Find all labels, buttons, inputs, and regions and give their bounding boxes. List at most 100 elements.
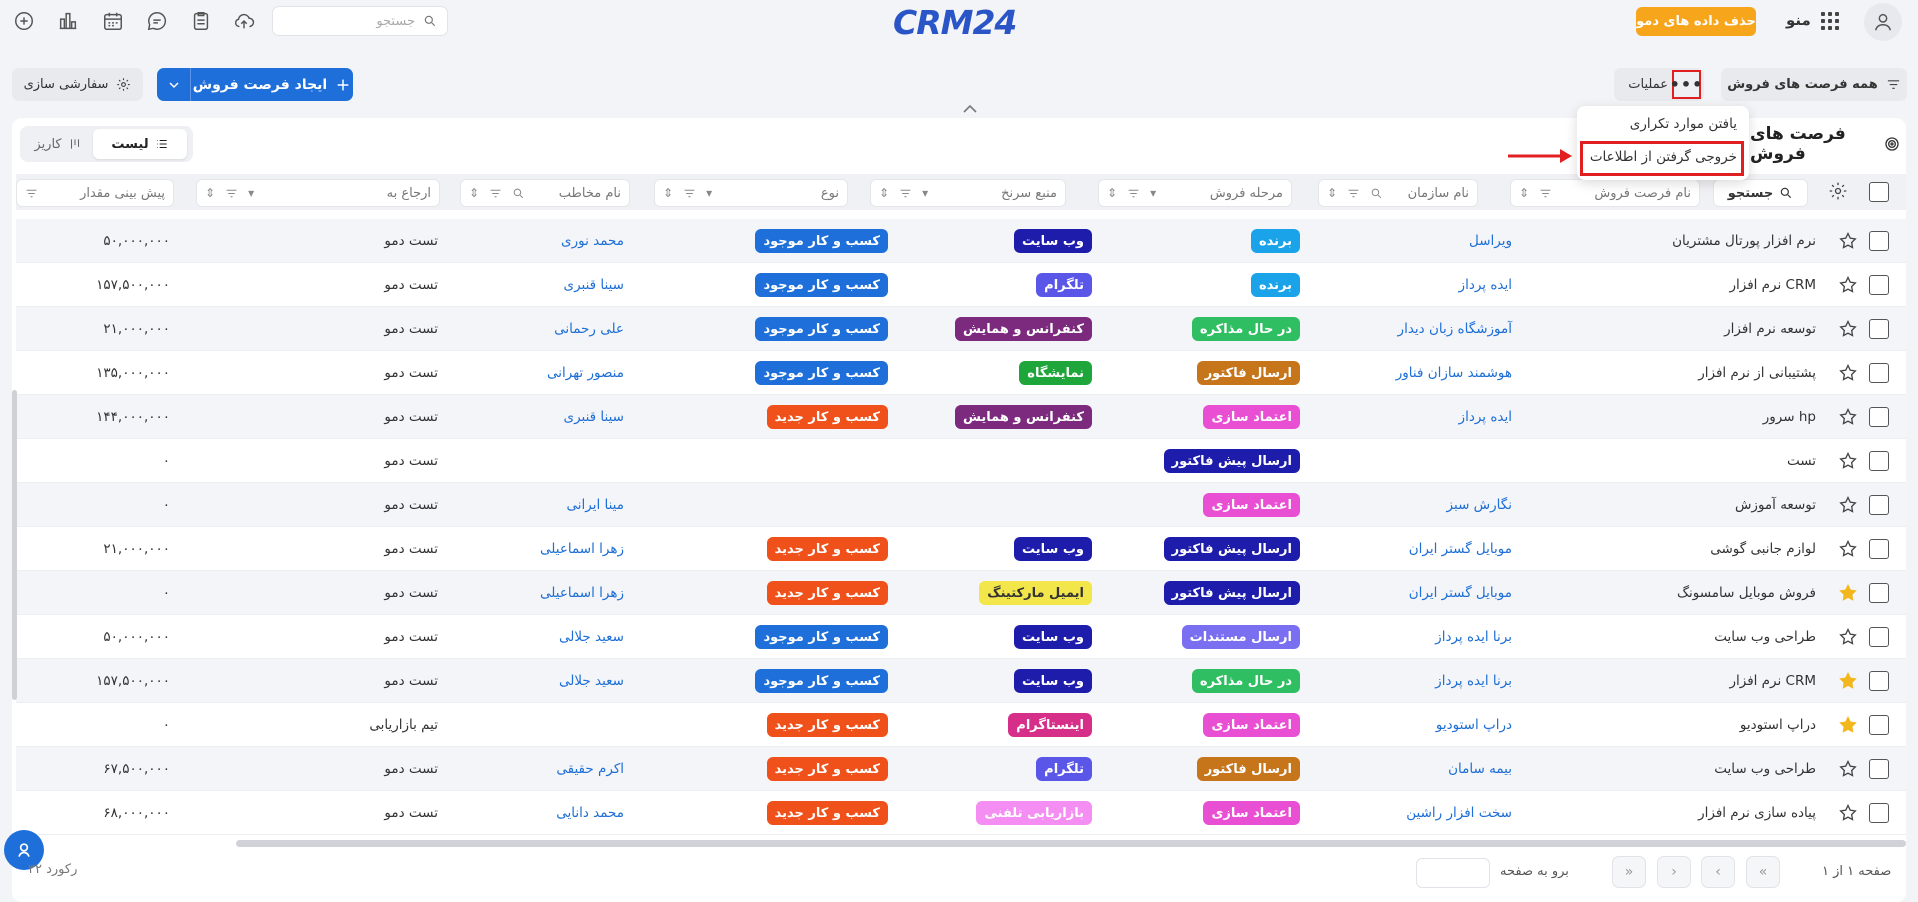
reports-icon[interactable]	[55, 8, 81, 34]
favorite-star-icon[interactable]	[1838, 275, 1858, 295]
favorite-star-icon[interactable]	[1838, 759, 1858, 779]
row-checkbox[interactable]	[1869, 671, 1889, 691]
favorite-star-icon[interactable]	[1838, 803, 1858, 823]
global-search-input[interactable]: جستجو	[272, 6, 448, 36]
favorite-star-icon[interactable]	[1838, 627, 1858, 647]
favorite-star-icon[interactable]	[1838, 671, 1858, 691]
support-chat-button[interactable]	[4, 830, 44, 870]
chat-icon[interactable]	[144, 8, 170, 34]
table-row[interactable]: طراحی وب سایت برنا ایده پرداز ارسال مستندا…	[16, 615, 1906, 659]
tab-kanban[interactable]: کاریز	[23, 129, 93, 159]
cell-contact[interactable]: سعید جلالی	[558, 629, 624, 645]
cell-org[interactable]: آموزشگاه زبان دیدار	[1397, 321, 1512, 337]
table-row[interactable]: دراپ استودیو دراپ استودیو اعتماد سازی اینست…	[16, 703, 1906, 747]
upload-cloud-icon[interactable]	[231, 8, 257, 34]
sort-icon[interactable]: ⇕	[205, 186, 216, 200]
menu-item-find-duplicates[interactable]: یافتن موارد تکراری	[1629, 116, 1737, 132]
filter-contact[interactable]: ⇕ نام مخاطب	[460, 179, 630, 207]
cell-org[interactable]: دراپ استودیو	[1435, 717, 1512, 733]
row-checkbox[interactable]	[1869, 231, 1889, 251]
cell-org[interactable]: سخت افزار راشین	[1406, 805, 1512, 821]
cell-org[interactable]: نگارش سبز	[1446, 497, 1512, 513]
cell-contact[interactable]: سعید جلالی	[558, 673, 624, 689]
cell-name[interactable]: پشتیبانی از نرم افزار	[1698, 365, 1816, 381]
cell-org[interactable]: ویراسل	[1468, 233, 1512, 249]
row-checkbox[interactable]	[1869, 407, 1889, 427]
sort-icon[interactable]: ⇕	[1519, 186, 1530, 200]
table-row[interactable]: توسعه آموزش نگارش سبز اعتماد سازی مینا ایرا…	[16, 483, 1906, 527]
delete-demo-data-button[interactable]: حذف داده های دمو	[1636, 7, 1756, 36]
row-checkbox[interactable]	[1869, 627, 1889, 647]
table-row[interactable]: فروش موبایل سامسونگ موبایل گستر ایران ارسا…	[16, 571, 1906, 615]
cell-contact[interactable]: زهرا اسماعیلی	[540, 541, 624, 557]
cell-contact[interactable]: زهرا اسماعیلی	[540, 585, 624, 601]
cell-contact[interactable]	[474, 439, 624, 483]
row-checkbox[interactable]	[1869, 319, 1889, 339]
favorite-star-icon[interactable]	[1838, 583, 1858, 603]
table-row[interactable]: پشتیبانی از نرم افزار هوشمند سازان فناور ا…	[16, 351, 1906, 395]
favorite-star-icon[interactable]	[1838, 319, 1858, 339]
column-search-button[interactable]: جستجو	[1713, 179, 1808, 207]
table-row[interactable]: نرم افزار CRM برنا ایده پرداز در حال مذاکر…	[16, 659, 1906, 703]
cell-name[interactable]: طراحی وب سایت	[1714, 761, 1816, 777]
cell-org[interactable]	[1362, 439, 1512, 483]
favorite-star-icon[interactable]	[1838, 231, 1858, 251]
table-row[interactable]: توسعه نرم افزار آموزشگاه زبان دیدار در حال…	[16, 307, 1906, 351]
cell-contact[interactable]: محمد دانایی	[556, 805, 624, 821]
column-settings-icon[interactable]	[1828, 181, 1850, 203]
row-checkbox[interactable]	[1869, 275, 1889, 295]
row-checkbox[interactable]	[1869, 363, 1889, 383]
horizontal-scrollbar[interactable]	[236, 840, 1906, 847]
cell-contact[interactable]: علی رحمانی	[554, 321, 624, 337]
create-opportunity-button[interactable]: ایجاد فرصت فروش	[157, 68, 353, 101]
cell-name[interactable]: سرور hp	[1762, 409, 1816, 425]
filter-all-opportunities-button[interactable]: همه فرصت های فروش	[1721, 68, 1907, 101]
filter-amount[interactable]: پیش بینی مقدار	[16, 179, 174, 207]
select-all-checkbox[interactable]	[1869, 182, 1889, 202]
cell-org[interactable]: موبایل گستر ایران	[1408, 585, 1512, 601]
sort-icon[interactable]: ⇕	[663, 186, 674, 200]
favorite-star-icon[interactable]	[1838, 539, 1858, 559]
more-options-button[interactable]: •••	[1670, 70, 1702, 99]
row-checkbox[interactable]	[1869, 451, 1889, 471]
table-row[interactable]: سرور hp ایده پرداز اعتماد سازی کنفرانس و هم…	[16, 395, 1906, 439]
cell-name[interactable]: نرم افزار پورتال مشتریان	[1672, 233, 1816, 249]
filter-stage[interactable]: ⇕ ▾ مرحله فروش	[1098, 179, 1292, 207]
favorite-star-icon[interactable]	[1838, 363, 1858, 383]
cell-name[interactable]: توسعه نرم افزار	[1724, 321, 1816, 337]
row-checkbox[interactable]	[1869, 759, 1889, 779]
filter-name[interactable]: ⇕ نام فرصت فروش	[1510, 179, 1700, 207]
cell-name[interactable]: پیاده سازی نرم افزار	[1698, 805, 1816, 821]
filter-source[interactable]: ⇕ ▾ منبع سرنخ	[870, 179, 1066, 207]
cell-name[interactable]: نرم افزار CRM	[1729, 673, 1816, 689]
goto-page-input[interactable]	[1416, 858, 1490, 888]
filter-ref[interactable]: ⇕ ▾ ارجاع به	[196, 179, 440, 207]
filter-org[interactable]: ⇕ نام سازمان	[1318, 179, 1478, 207]
last-page-button[interactable]: «	[1746, 856, 1780, 888]
cell-contact[interactable]: اکرم حقیقی	[556, 761, 624, 777]
vertical-scrollbar[interactable]	[12, 390, 17, 700]
cell-org[interactable]: هوشمند سازان فناور	[1395, 365, 1512, 381]
cell-contact[interactable]: سینا قنبری	[563, 409, 624, 425]
crm24-logo[interactable]: CRM24	[893, 3, 1017, 42]
next-page-button[interactable]: ›	[1657, 856, 1691, 888]
table-row[interactable]: لوازم جانبی گوشی موبایل گستر ایران ارسال پ…	[16, 527, 1906, 571]
cell-org[interactable]: ایده پرداز	[1458, 277, 1512, 293]
calendar-icon[interactable]	[100, 8, 126, 34]
cell-name[interactable]: تست	[1786, 453, 1816, 469]
cell-name[interactable]: توسعه آموزش	[1734, 497, 1816, 513]
cell-org[interactable]: بیمه سامان	[1448, 761, 1512, 777]
favorite-star-icon[interactable]	[1838, 495, 1858, 515]
tab-list[interactable]: لیست	[93, 129, 187, 159]
cell-name[interactable]: طراحی وب سایت	[1714, 629, 1816, 645]
cell-org[interactable]: برنا ایده پرداز	[1435, 629, 1512, 645]
create-dropdown-toggle[interactable]	[157, 68, 191, 101]
table-row[interactable]: پیاده سازی نرم افزار سخت افزار راشین اعتما…	[16, 791, 1906, 835]
cell-contact[interactable]: سینا قنبری	[563, 277, 624, 293]
row-checkbox[interactable]	[1869, 583, 1889, 603]
cell-contact[interactable]: محمد نوری	[561, 233, 624, 249]
table-row[interactable]: تست ارسال پیش فاکتور تست دمو ۰	[16, 439, 1906, 483]
cell-org[interactable]: ایده پرداز	[1458, 409, 1512, 425]
cell-name[interactable]: نرم افزار CRM	[1729, 277, 1816, 293]
customize-button[interactable]: سفارشی سازی	[12, 68, 143, 101]
